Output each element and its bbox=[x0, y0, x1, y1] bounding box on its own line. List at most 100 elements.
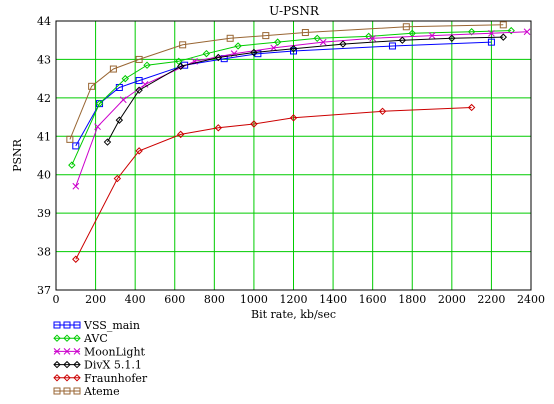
fraunhofer-point bbox=[214, 124, 222, 132]
y-tick-label: 43 bbox=[37, 53, 51, 66]
x-tick-label: 2000 bbox=[438, 293, 466, 306]
legend-moonlight-point bbox=[53, 348, 61, 355]
avc-point bbox=[175, 57, 183, 66]
divx-5-1-1-point bbox=[176, 62, 185, 71]
legend-moonlight-point bbox=[63, 348, 71, 355]
x-tick-label: 0 bbox=[53, 293, 60, 306]
legend-fraunhofer-point bbox=[73, 374, 81, 382]
legend-label: MoonLight bbox=[84, 345, 146, 358]
y-tick-label: 39 bbox=[37, 207, 51, 220]
legend-fraunhofer-point bbox=[63, 374, 71, 382]
divx-5-1-1-point bbox=[339, 40, 347, 48]
x-tick-label: 200 bbox=[85, 293, 106, 306]
series-moonlight bbox=[72, 28, 531, 190]
avc-line bbox=[71, 30, 512, 166]
avc-point bbox=[95, 99, 104, 108]
x-axis-label: Bit rate, kb/sec bbox=[251, 308, 336, 321]
legend-vss-main-point bbox=[73, 321, 81, 329]
moonlight-point bbox=[270, 44, 278, 52]
x-tick-label: 1000 bbox=[240, 293, 268, 306]
fraunhofer-point bbox=[289, 114, 298, 122]
series-divx-5-1-1 bbox=[103, 33, 507, 146]
x-tick-label: 1600 bbox=[359, 293, 387, 306]
y-tick-label: 44 bbox=[37, 15, 51, 28]
x-tick-label: 1400 bbox=[319, 293, 347, 306]
legend-item-fraunhofer: Fraunhofer bbox=[53, 372, 148, 385]
divx-5-1-1-point bbox=[499, 33, 507, 41]
ateme-point bbox=[301, 29, 309, 37]
avc-point bbox=[507, 26, 515, 35]
legend-divx-5-1-1-point bbox=[53, 360, 61, 369]
y-tick-label: 42 bbox=[37, 92, 51, 105]
series-avc bbox=[68, 26, 515, 169]
x-tick-label: 800 bbox=[204, 293, 225, 306]
legend-ateme-point bbox=[53, 387, 61, 395]
ateme-point bbox=[66, 135, 74, 143]
divx-5-1-1-point bbox=[448, 34, 456, 42]
plot-frame bbox=[55, 20, 532, 291]
ateme-point bbox=[402, 23, 410, 31]
avc-point bbox=[234, 42, 242, 50]
series-fraunhofer bbox=[72, 103, 476, 263]
avc-point bbox=[365, 32, 373, 41]
vss-main-line bbox=[75, 41, 492, 147]
fraunhofer-point bbox=[72, 255, 80, 263]
y-tick-label: 40 bbox=[37, 169, 51, 182]
moonlight-point bbox=[523, 28, 531, 36]
fraunhofer-point bbox=[378, 107, 387, 116]
legend-moonlight-point bbox=[73, 348, 81, 355]
ateme-point bbox=[179, 41, 187, 49]
divx-5-1-1-point bbox=[289, 44, 298, 53]
legend-ateme-point bbox=[63, 387, 71, 395]
grid bbox=[56, 21, 531, 290]
moonlight-point bbox=[369, 34, 377, 42]
legend-vss-main-point bbox=[63, 321, 71, 329]
fraunhofer-point bbox=[176, 130, 185, 139]
moonlight-point bbox=[319, 38, 327, 46]
moonlight-point bbox=[488, 29, 495, 37]
fraunhofer-point bbox=[467, 103, 476, 112]
x-tick-label: 400 bbox=[125, 293, 146, 306]
vss-main-point bbox=[135, 77, 143, 85]
divx-5-1-1-line bbox=[107, 36, 504, 143]
legend-label: VSS_main bbox=[83, 319, 140, 332]
avc-point bbox=[121, 74, 129, 83]
legend-label: AVC bbox=[83, 332, 108, 345]
avc-point bbox=[273, 38, 282, 46]
vss-main-point bbox=[388, 42, 396, 50]
y-axis-ticks: 37 38 39 40 41 42 43 44 bbox=[37, 15, 51, 297]
y-tick-label: 41 bbox=[37, 130, 51, 143]
fraunhofer-line bbox=[75, 107, 472, 260]
y-tick-label: 37 bbox=[37, 284, 51, 297]
legend-item-ateme: Ateme bbox=[53, 385, 120, 398]
y-axis-label: PSNR bbox=[11, 138, 24, 172]
divx-5-1-1-point bbox=[214, 53, 222, 62]
moonlight-point bbox=[94, 123, 101, 131]
legend-fraunhofer-point bbox=[53, 374, 61, 382]
ateme-point bbox=[499, 21, 507, 29]
ateme-line bbox=[69, 24, 504, 140]
legend-label: Ateme bbox=[83, 385, 120, 398]
divx-5-1-1-point bbox=[135, 86, 143, 94]
legend-item-moonlight: MoonLight bbox=[53, 345, 146, 358]
legend-label: DivX 5.1.1 bbox=[84, 359, 142, 372]
moonlight-point bbox=[428, 32, 436, 39]
legend-avc-point bbox=[73, 334, 81, 342]
x-tick-label: 600 bbox=[164, 293, 185, 306]
avc-point bbox=[202, 49, 211, 58]
ateme-point bbox=[262, 32, 270, 40]
ateme-point bbox=[226, 34, 234, 42]
legend-divx-5-1-1-point bbox=[73, 360, 81, 369]
divx-5-1-1-point bbox=[115, 116, 124, 124]
x-tick-label: 1800 bbox=[398, 293, 426, 306]
moonlight-point bbox=[141, 81, 149, 88]
vss-main-point bbox=[181, 61, 189, 69]
divx-5-1-1-point bbox=[398, 36, 407, 44]
ateme-point bbox=[135, 55, 143, 63]
moonlight-point bbox=[72, 182, 80, 190]
vss-main-point bbox=[72, 142, 80, 150]
legend-item-vss-main: VSS_main bbox=[53, 319, 140, 332]
